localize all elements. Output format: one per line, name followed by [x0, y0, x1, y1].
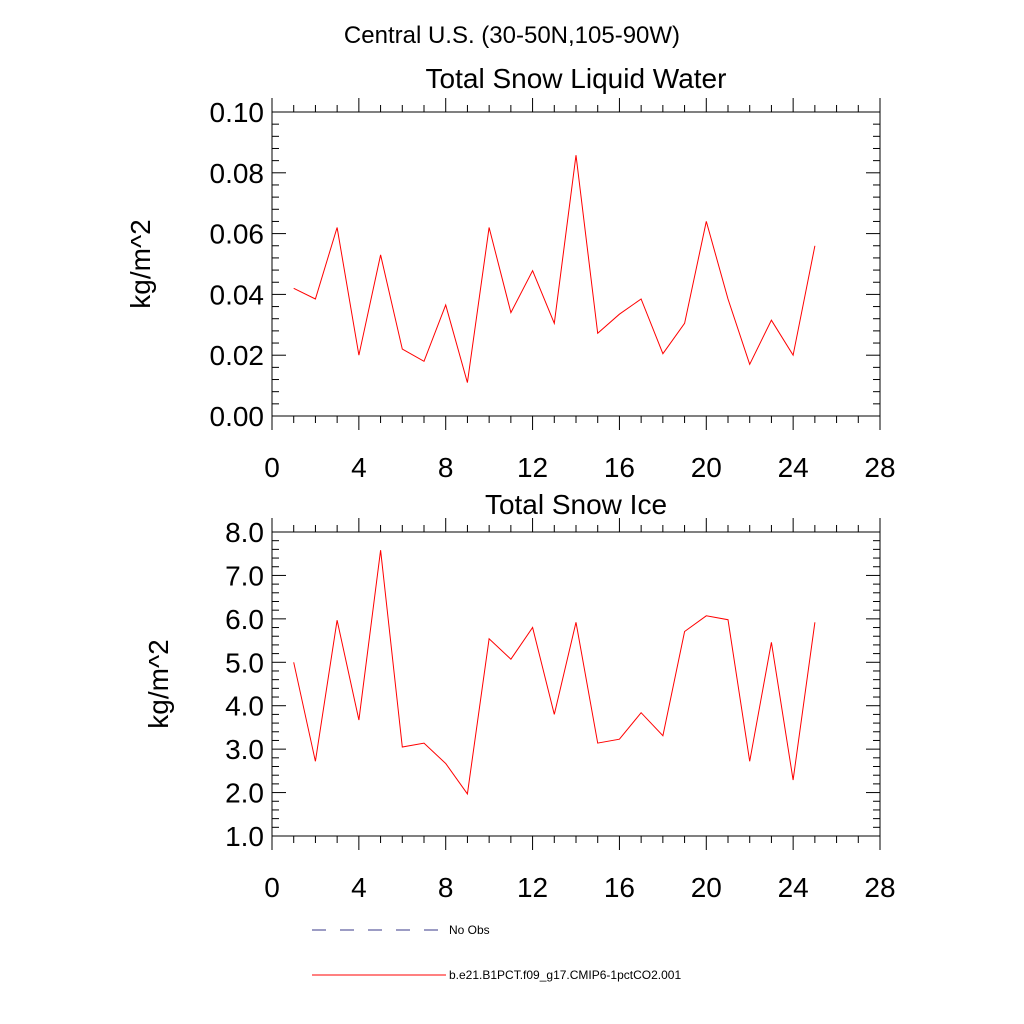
y-axis-label: kg/m^2 — [125, 219, 156, 308]
y-tick-label: 4.0 — [225, 691, 264, 722]
x-tick-label: 4 — [351, 452, 367, 483]
x-tick-label: 28 — [864, 452, 895, 483]
panel-snow-ice: Total Snow Ice kg/m^2 1.0 2.0 3.0 4.0 5.0 6.0… — [143, 489, 896, 903]
y-tick-label: 8.0 — [225, 517, 264, 548]
y-axis-label: kg/m^2 — [143, 639, 174, 728]
x-tick-label: 20 — [691, 452, 722, 483]
x-tick-label: 24 — [778, 452, 809, 483]
legend: No Obs b.e21.B1PCT.f09_g17.CMIP6-1pctCO2… — [312, 923, 681, 982]
x-tick-label: 16 — [604, 872, 635, 903]
x-tick-label: 0 — [264, 452, 280, 483]
y-tick-label: 3.0 — [225, 734, 264, 765]
y-tick-label: 0.00 — [210, 401, 265, 432]
x-tick-label: 8 — [438, 872, 454, 903]
x-tick-label: 20 — [691, 872, 722, 903]
panel-snow-liquid-water: Total Snow Liquid Water kg/m^2 0.00 0.02 0… — [125, 63, 896, 483]
chart-title: Total Snow Liquid Water — [426, 63, 727, 94]
y-tick-label: 5.0 — [225, 647, 264, 678]
x-tick-label: 24 — [778, 872, 809, 903]
y-tick-label: 0.02 — [210, 340, 265, 371]
x-tick-label: 12 — [517, 872, 548, 903]
y-tick-label: 2.0 — [225, 778, 264, 809]
y-tick-label: 0.04 — [210, 279, 265, 310]
x-tick-label: 0 — [264, 872, 280, 903]
x-tick-label: 28 — [864, 872, 895, 903]
legend-label: No Obs — [449, 923, 490, 937]
page-title: Central U.S. (30-50N,105-90W) — [344, 22, 680, 49]
y-tick-label: 1.0 — [225, 821, 264, 852]
legend-label: b.e21.B1PCT.f09_g17.CMIP6-1pctCO2.001 — [449, 968, 681, 982]
x-tick-label: 4 — [351, 872, 367, 903]
chart-title: Total Snow Ice — [485, 489, 667, 520]
x-tick-label: 16 — [604, 452, 635, 483]
y-tick-label: 0.10 — [210, 97, 265, 128]
series-line — [293, 550, 816, 796]
x-tick-label: 12 — [517, 452, 548, 483]
y-tick-label: 7.0 — [225, 560, 264, 591]
y-tick-label: 0.08 — [210, 158, 265, 189]
series-line — [293, 155, 816, 383]
y-tick-label: 0.06 — [210, 219, 265, 250]
y-tick-label: 6.0 — [225, 604, 264, 635]
x-tick-label: 8 — [438, 452, 454, 483]
